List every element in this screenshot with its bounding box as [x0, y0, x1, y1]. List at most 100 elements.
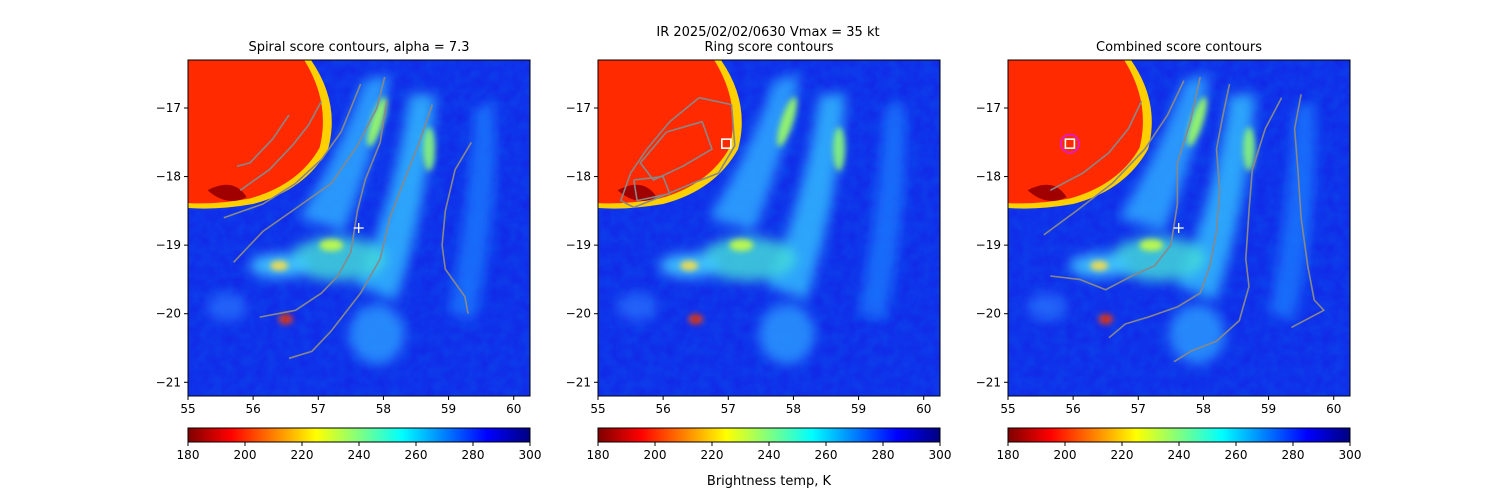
y-tick-label: −20 — [566, 307, 591, 321]
x-tick-label: 56 — [246, 402, 261, 416]
score-contours — [1043, 76, 1325, 363]
contour-line — [239, 100, 323, 191]
colorbar-tick-label: 240 — [348, 448, 371, 462]
contour-line — [1049, 100, 1143, 192]
y-tick-label: −18 — [156, 170, 181, 184]
panel-1: Spiral score contours, alpha = 7.3 55 56 57… — [156, 40, 542, 462]
contour-line — [236, 114, 290, 168]
y-tick-label: −21 — [566, 375, 591, 389]
colorbar-tick-label: 300 — [1339, 448, 1362, 462]
contour-line — [1043, 80, 1185, 236]
y-tick-label: −20 — [976, 307, 1001, 321]
colorbar-tick-label: 240 — [758, 448, 781, 462]
center-plus-marker — [353, 223, 364, 233]
ir-image — [598, 60, 940, 396]
contour-line — [1108, 83, 1231, 339]
x-tick-label: 58 — [376, 402, 391, 416]
contour-line — [233, 76, 386, 263]
suptitle: IR 2025/02/02/0630 Vmax = 35 kt — [656, 25, 879, 40]
x-tick-label: 57 — [721, 402, 736, 416]
center-square-marker — [1064, 138, 1076, 149]
x-tick-label: 60 — [916, 402, 931, 416]
x-tick-label: 55 — [1000, 402, 1015, 416]
axes-frame — [597, 59, 941, 397]
x-tick-label: 57 — [1131, 402, 1146, 416]
x-tick-label: 58 — [1196, 402, 1211, 416]
colorbar-gradient — [597, 427, 941, 443]
colorbar-tick-label: 300 — [519, 448, 542, 462]
contour-line — [259, 100, 388, 318]
center-circle-marker — [1059, 133, 1080, 154]
colorbar-tick-label: 280 — [872, 448, 895, 462]
contour-line — [1173, 97, 1283, 363]
x-tick-label: 56 — [1066, 402, 1081, 416]
y-tick-label: −17 — [566, 101, 591, 115]
contour-line — [633, 175, 671, 202]
center-square-marker — [721, 138, 732, 149]
y-tick-label: −18 — [566, 170, 591, 184]
contour-line — [441, 141, 473, 314]
contour-line — [288, 104, 434, 360]
y-tick-label: −19 — [156, 238, 181, 252]
colorbar-tick-label: 180 — [177, 448, 200, 462]
colorbar-tick-label: 200 — [234, 448, 257, 462]
colorbar-tick-label: 220 — [1111, 448, 1134, 462]
y-tick-label: −21 — [976, 375, 1001, 389]
colorbar-tick-label: 260 — [815, 448, 838, 462]
score-contours — [620, 96, 736, 209]
cloud-shield — [188, 60, 332, 209]
colorbar-tick-label: 220 — [701, 448, 724, 462]
contour-line — [639, 120, 713, 181]
colorbar-label: Brightness temp, K — [707, 474, 832, 489]
y-tick-label: −20 — [156, 307, 181, 321]
contour-line — [620, 96, 736, 209]
colorbar-tick-label: 260 — [405, 448, 428, 462]
colorbar-tick-label: 220 — [291, 448, 314, 462]
contour-line — [1291, 94, 1325, 329]
contour-line — [1050, 76, 1201, 291]
axes-frame — [187, 59, 531, 397]
panel-title: Spiral score contours, alpha = 7.3 — [248, 40, 469, 55]
colorbar: 180 200 220 240 260 280 300 — [177, 427, 542, 462]
y-tick-label: −19 — [976, 238, 1001, 252]
colorbar-gradient — [1007, 427, 1351, 443]
x-tick-label: 59 — [441, 402, 456, 416]
colorbar-tick-label: 280 — [462, 448, 485, 462]
colorbar-tick-label: 260 — [1225, 448, 1248, 462]
score-contours — [223, 76, 473, 360]
x-tick-label: 55 — [590, 402, 605, 416]
colorbar: 180 200 220 240 260 280 300 — [997, 427, 1362, 462]
y-tick-label: −21 — [156, 375, 181, 389]
center-plus-marker — [1173, 223, 1184, 233]
x-tick-label: 60 — [1326, 402, 1341, 416]
y-tick-label: −17 — [156, 101, 181, 115]
colorbar-tick-label: 300 — [929, 448, 952, 462]
panel-title: Ring score contours — [704, 40, 833, 55]
x-tick-label: 57 — [311, 402, 326, 416]
colorbar-tick-label: 180 — [587, 448, 610, 462]
x-tick-label: 59 — [851, 402, 866, 416]
colorbar-tick-label: 200 — [644, 448, 667, 462]
colorbar-tick-label: 280 — [1282, 448, 1305, 462]
cloud-shield — [1008, 60, 1152, 209]
y-tick-label: −17 — [976, 101, 1001, 115]
x-tick-label: 55 — [180, 402, 195, 416]
ir-image — [1008, 60, 1350, 396]
x-tick-label: 58 — [786, 402, 801, 416]
panel-3: Combined score contours 55 56 57 58 59 60 −17 −1… — [976, 40, 1362, 462]
x-tick-label: 60 — [506, 402, 521, 416]
y-tick-label: −18 — [976, 170, 1001, 184]
x-tick-label: 56 — [656, 402, 671, 416]
axes-frame — [1007, 59, 1351, 397]
contour-line — [223, 83, 362, 219]
colorbar-tick-label: 240 — [1168, 448, 1191, 462]
x-tick-label: 59 — [1261, 402, 1276, 416]
colorbar: 180 200 220 240 260 280 300 — [587, 427, 952, 462]
panel-title: Combined score contours — [1096, 40, 1262, 55]
colorbar-tick-label: 180 — [997, 448, 1020, 462]
cloud-shield — [598, 60, 742, 209]
panel-2: Ring score contours 55 56 57 58 59 60 −17 −18 −19… — [566, 40, 952, 462]
y-tick-label: −19 — [566, 238, 591, 252]
colorbar-gradient — [187, 427, 531, 443]
